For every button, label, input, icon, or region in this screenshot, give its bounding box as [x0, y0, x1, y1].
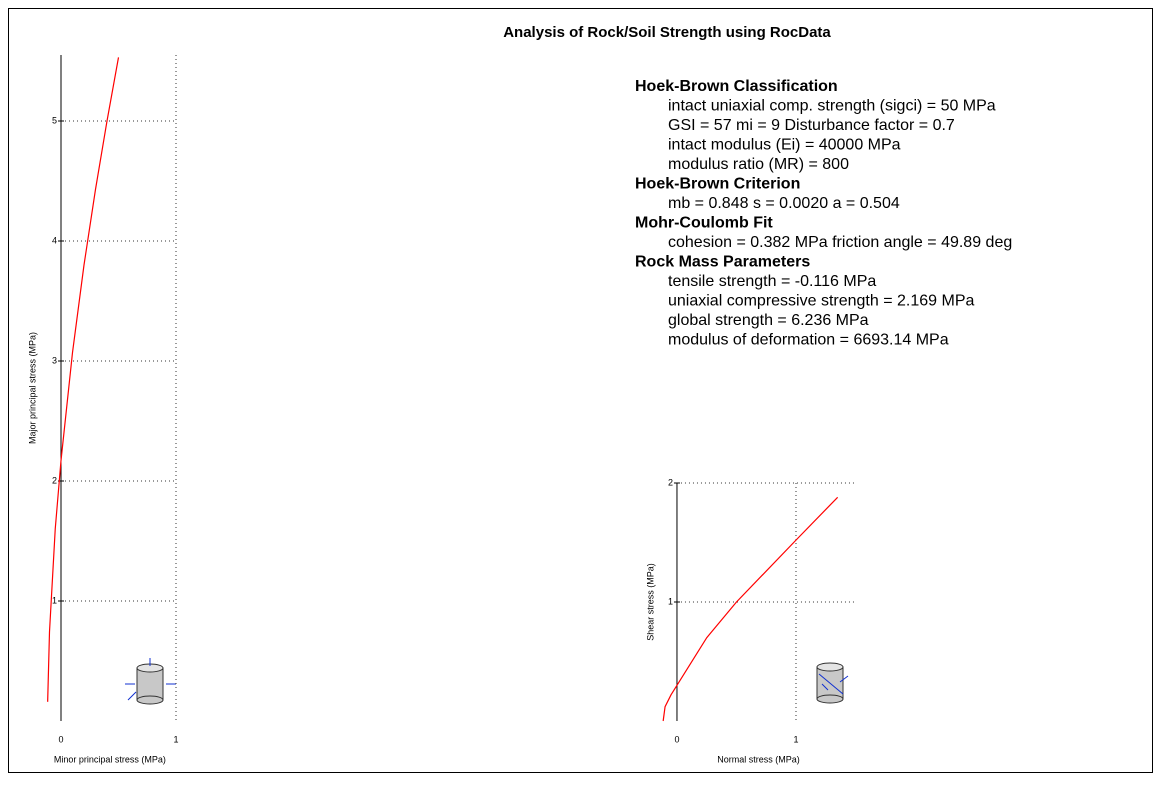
parameter-line: uniaxial compressive strength = 2.169 MP… — [668, 293, 974, 310]
x-axis-title: Normal stress (MPa) — [717, 754, 800, 764]
y-tick-label: 1 — [668, 596, 673, 606]
parameter-line: global strength = 6.236 MPa — [668, 312, 869, 329]
y-tick-label: 1 — [52, 595, 57, 605]
section-heading: Hoek-Brown Classification — [635, 78, 838, 95]
section-heading: Hoek-Brown Criterion — [635, 176, 800, 193]
parameter-line: GSI = 57 mi = 9 Disturbance factor = 0.7 — [668, 117, 955, 134]
frame — [8, 8, 1153, 773]
parameter-line: modulus of deformation = 6693.14 MPa — [668, 332, 949, 349]
y-tick-label: 2 — [668, 477, 673, 487]
parameter-line: cohesion = 0.382 MPa friction angle = 49… — [668, 234, 1012, 251]
y-axis-title: Major principal stress (MPa) — [27, 332, 37, 444]
title: Analysis of Rock/Soil Strength using Roc… — [503, 24, 831, 41]
strength-curve — [662, 496, 839, 722]
y-axis-title: Shear stress (MPa) — [645, 563, 655, 641]
section-heading: Rock Mass Parameters — [635, 254, 810, 271]
x-tick-label: 0 — [674, 734, 679, 744]
parameter-line: modulus ratio (MR) = 800 — [668, 156, 849, 173]
x-axis-title: Minor principal stress (MPa) — [54, 754, 166, 764]
parameter-line: intact uniaxial comp. strength (sigci) =… — [668, 98, 996, 115]
parameter-line: tensile strength = -0.116 MPa — [668, 273, 876, 290]
parameter-line: mb = 0.848 s = 0.0020 a = 0.504 — [668, 195, 900, 212]
section-heading: Mohr-Coulomb Fit — [635, 215, 773, 232]
x-tick-label: 1 — [173, 734, 178, 744]
strength-curve — [47, 57, 120, 702]
parameter-line: intact modulus (Ei) = 40000 MPa — [668, 137, 901, 154]
y-tick-label: 4 — [52, 235, 57, 245]
x-tick-label: 1 — [793, 734, 798, 744]
y-tick-label: 5 — [52, 115, 57, 125]
principal-stress-icon — [125, 658, 176, 705]
y-tick-label: 3 — [52, 355, 57, 365]
shear-stress-icon — [816, 662, 849, 704]
x-tick-label: 0 — [58, 734, 63, 744]
y-tick-label: 2 — [52, 475, 57, 485]
